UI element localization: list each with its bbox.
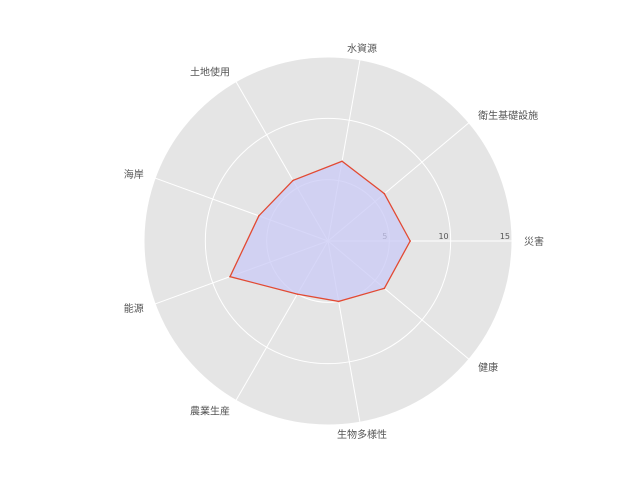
series-point-0-5 <box>229 275 231 278</box>
category-label-6: 農業生産 <box>190 405 230 418</box>
category-label-8: 健康 <box>478 361 498 374</box>
category-label-7: 生物多様性 <box>337 428 387 441</box>
radial-tick-label-1: 10 <box>438 232 448 241</box>
series-point-0-2 <box>341 160 343 163</box>
category-label-0: 災害 <box>524 235 544 248</box>
series-point-0-3 <box>292 179 294 182</box>
series-point-0-0 <box>409 240 411 242</box>
category-label-2: 水資源 <box>347 42 377 55</box>
category-label-5: 能源 <box>124 302 144 315</box>
category-label-1: 衛生基礎設施 <box>478 109 538 122</box>
category-label-4: 海岸 <box>124 168 144 181</box>
series-point-0-1 <box>383 192 386 195</box>
series-fill-0 <box>230 161 411 302</box>
series-line-0 <box>229 160 411 303</box>
series-point-0-7 <box>337 300 340 303</box>
series-point-0-8 <box>383 287 386 290</box>
category-label-3: 土地使用 <box>190 65 230 78</box>
series-point-0-6 <box>296 293 299 295</box>
radial-tick-label-2: 15 <box>500 232 510 241</box>
series-point-0-4 <box>258 215 260 217</box>
